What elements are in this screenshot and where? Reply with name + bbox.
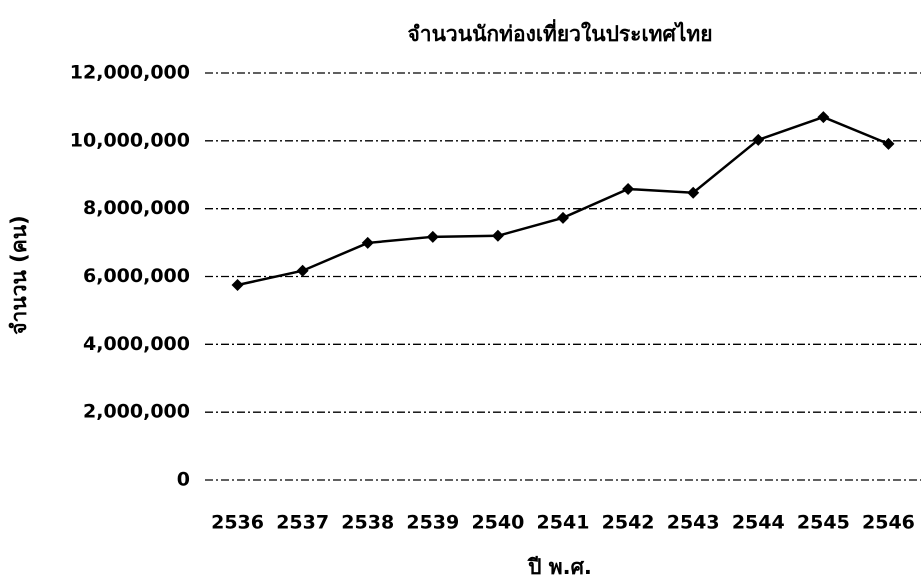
x-tick-label: 2540 (471, 512, 524, 534)
x-tick-label: 2546 (862, 512, 915, 534)
y-tick-label: 8,000,000 (83, 197, 190, 219)
y-tick-label: 4,000,000 (83, 333, 190, 355)
marker (426, 230, 439, 243)
x-tick-label: 2541 (537, 512, 590, 534)
marker (687, 186, 700, 199)
marker (752, 133, 765, 146)
y-tick-label: 2,000,000 (83, 401, 190, 423)
marker (361, 236, 374, 249)
chart-title: จำนวนนักท่องเที่ยวในประเทศไทย (407, 18, 712, 46)
marker (882, 137, 895, 150)
x-tick-label: 2545 (797, 512, 850, 534)
y-axis-label: จำนวน (คน) (7, 215, 31, 335)
x-tick-label: 2536 (211, 512, 264, 534)
x-tick-label: 2543 (667, 512, 720, 534)
y-tick-label: 6,000,000 (83, 265, 190, 287)
marker (817, 111, 830, 124)
marker (231, 278, 244, 291)
line (237, 115, 889, 287)
x-tick-label: 2537 (276, 512, 329, 534)
marker (491, 229, 504, 242)
y-tick-label: 10,000,000 (70, 129, 190, 151)
marker (296, 264, 309, 277)
x-tick-label: 2539 (406, 512, 459, 534)
y-tick-label: 12,000,000 (70, 62, 190, 84)
marker (622, 182, 635, 195)
x-axis-label: ปี พ.ศ. (526, 555, 592, 579)
x-tick-label: 2544 (732, 512, 785, 534)
x-tick-label: 2542 (602, 512, 655, 534)
y-tick-label: 0 (177, 469, 190, 491)
x-tick-label: 2538 (341, 512, 394, 534)
marker (557, 211, 569, 224)
